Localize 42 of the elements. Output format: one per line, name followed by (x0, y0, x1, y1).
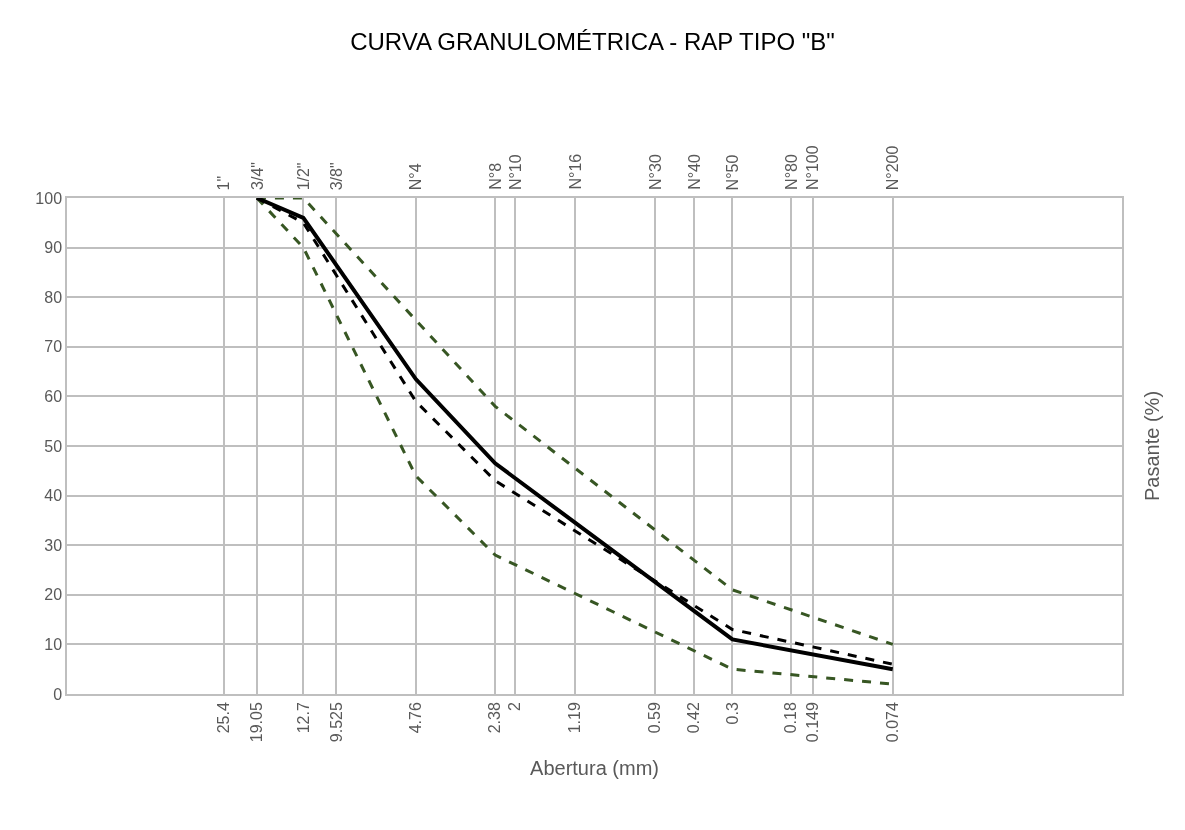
text: N°200 (884, 145, 902, 191)
chart-title: CURVA GRANULOMÉTRICA - RAP TIPO "B" (350, 27, 835, 55)
text: 3/8" (328, 162, 346, 191)
text: N°80 (782, 154, 800, 190)
x-tick-label: 9.525 (327, 702, 345, 743)
y-tick-label: 60 (44, 388, 63, 405)
x-tick-label: 0.074 (883, 702, 901, 743)
y-tick-label: 90 (44, 239, 63, 257)
text: 3/4" (248, 162, 266, 190)
y-tick-label: 10 (44, 636, 63, 653)
x-tick-label: 1.19 (565, 702, 583, 734)
x-tick-label: 0.42 (685, 702, 703, 734)
x-tick-label: 0.3 (723, 702, 741, 725)
x-tick-label: 0.59 (646, 702, 664, 734)
y-tick-label: 100 (35, 189, 63, 207)
y-tick-label: 20 (44, 586, 63, 604)
y-tick-label: 70 (44, 338, 63, 356)
y-tick-label: 30 (44, 536, 63, 554)
text: N°16 (566, 153, 584, 190)
x-tick-label: 2 (506, 702, 524, 712)
y-tick-label: 0 (53, 685, 63, 703)
text: 1/2" (295, 162, 313, 191)
text: N°4 (407, 163, 425, 191)
y-axis-title: Pasante (%) (1141, 390, 1163, 501)
x-tick-label: 12.7 (294, 702, 312, 734)
y-tick-label: 40 (44, 487, 63, 505)
text: N°10 (507, 154, 525, 191)
x-tick-label: 25.4 (215, 702, 233, 734)
x-tick-label: 2.38 (486, 702, 504, 734)
text: N°8 (486, 162, 504, 190)
x-axis-title: Abertura (mm) (530, 757, 659, 780)
text: N°40 (685, 154, 703, 190)
x-tick-label: 19.05 (248, 702, 266, 743)
x-tick-label: 4.76 (406, 702, 424, 734)
text: N°50 (724, 154, 742, 191)
text: N°100 (804, 145, 822, 191)
y-tick-label: 80 (44, 288, 63, 306)
x-tick-label: 0.18 (782, 702, 800, 734)
text: N°30 (646, 154, 664, 190)
y-tick-label: 50 (44, 437, 63, 455)
text: 1" (215, 175, 233, 191)
x-tick-label: 0.149 (803, 702, 821, 743)
